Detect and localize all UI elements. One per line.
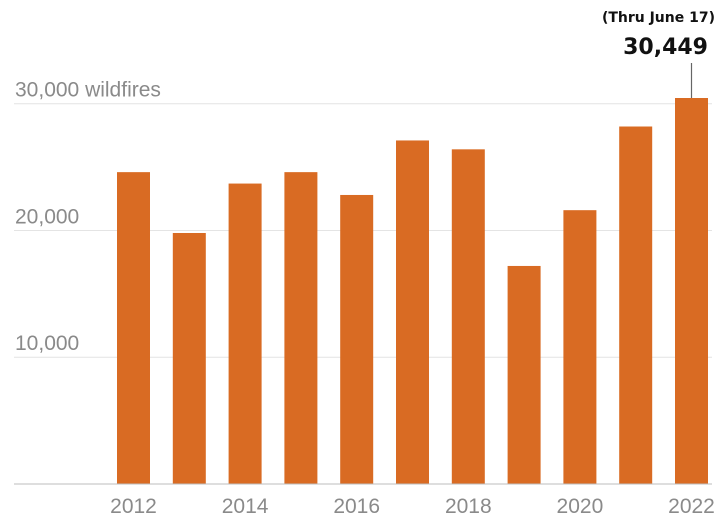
bar-2019: [507, 265, 541, 484]
latest-value-annotation: (Thru June 17) 30,449: [602, 10, 715, 98]
bars: [117, 98, 708, 484]
x-tick-label-2016: 2016: [333, 495, 380, 518]
bar-2021: [619, 126, 653, 484]
bar-2018: [451, 149, 485, 484]
x-tick-label-2014: 2014: [222, 495, 269, 518]
bar-2014: [228, 183, 262, 484]
annotation-note: (Thru June 17): [602, 10, 715, 26]
x-tick-label-2018: 2018: [445, 495, 492, 518]
annotation-value: 30,449: [623, 35, 708, 60]
x-tick-label-2012: 2012: [110, 495, 157, 518]
y-tick-label-20000: 20,000: [15, 205, 79, 228]
bar-2015: [284, 172, 318, 484]
y-tick-label-10000: 10,000: [15, 332, 79, 355]
bar-2017: [396, 140, 429, 484]
bar-2016: [340, 194, 374, 484]
bar-2013: [172, 232, 206, 484]
x-axis-ticks: 2012 2014 2016 2018 2020 2022: [110, 495, 715, 518]
bar-2012: [117, 172, 150, 484]
x-tick-label-2020: 2020: [557, 495, 604, 518]
x-tick-label-2022: 2022: [668, 495, 715, 518]
y-tick-label-30000: 30,000 wildfires: [15, 79, 161, 102]
y-axis-ticks: 10,000 20,000 30,000 wildfires: [15, 79, 161, 356]
bar-2020: [563, 210, 597, 484]
bar-2022: [675, 98, 708, 484]
